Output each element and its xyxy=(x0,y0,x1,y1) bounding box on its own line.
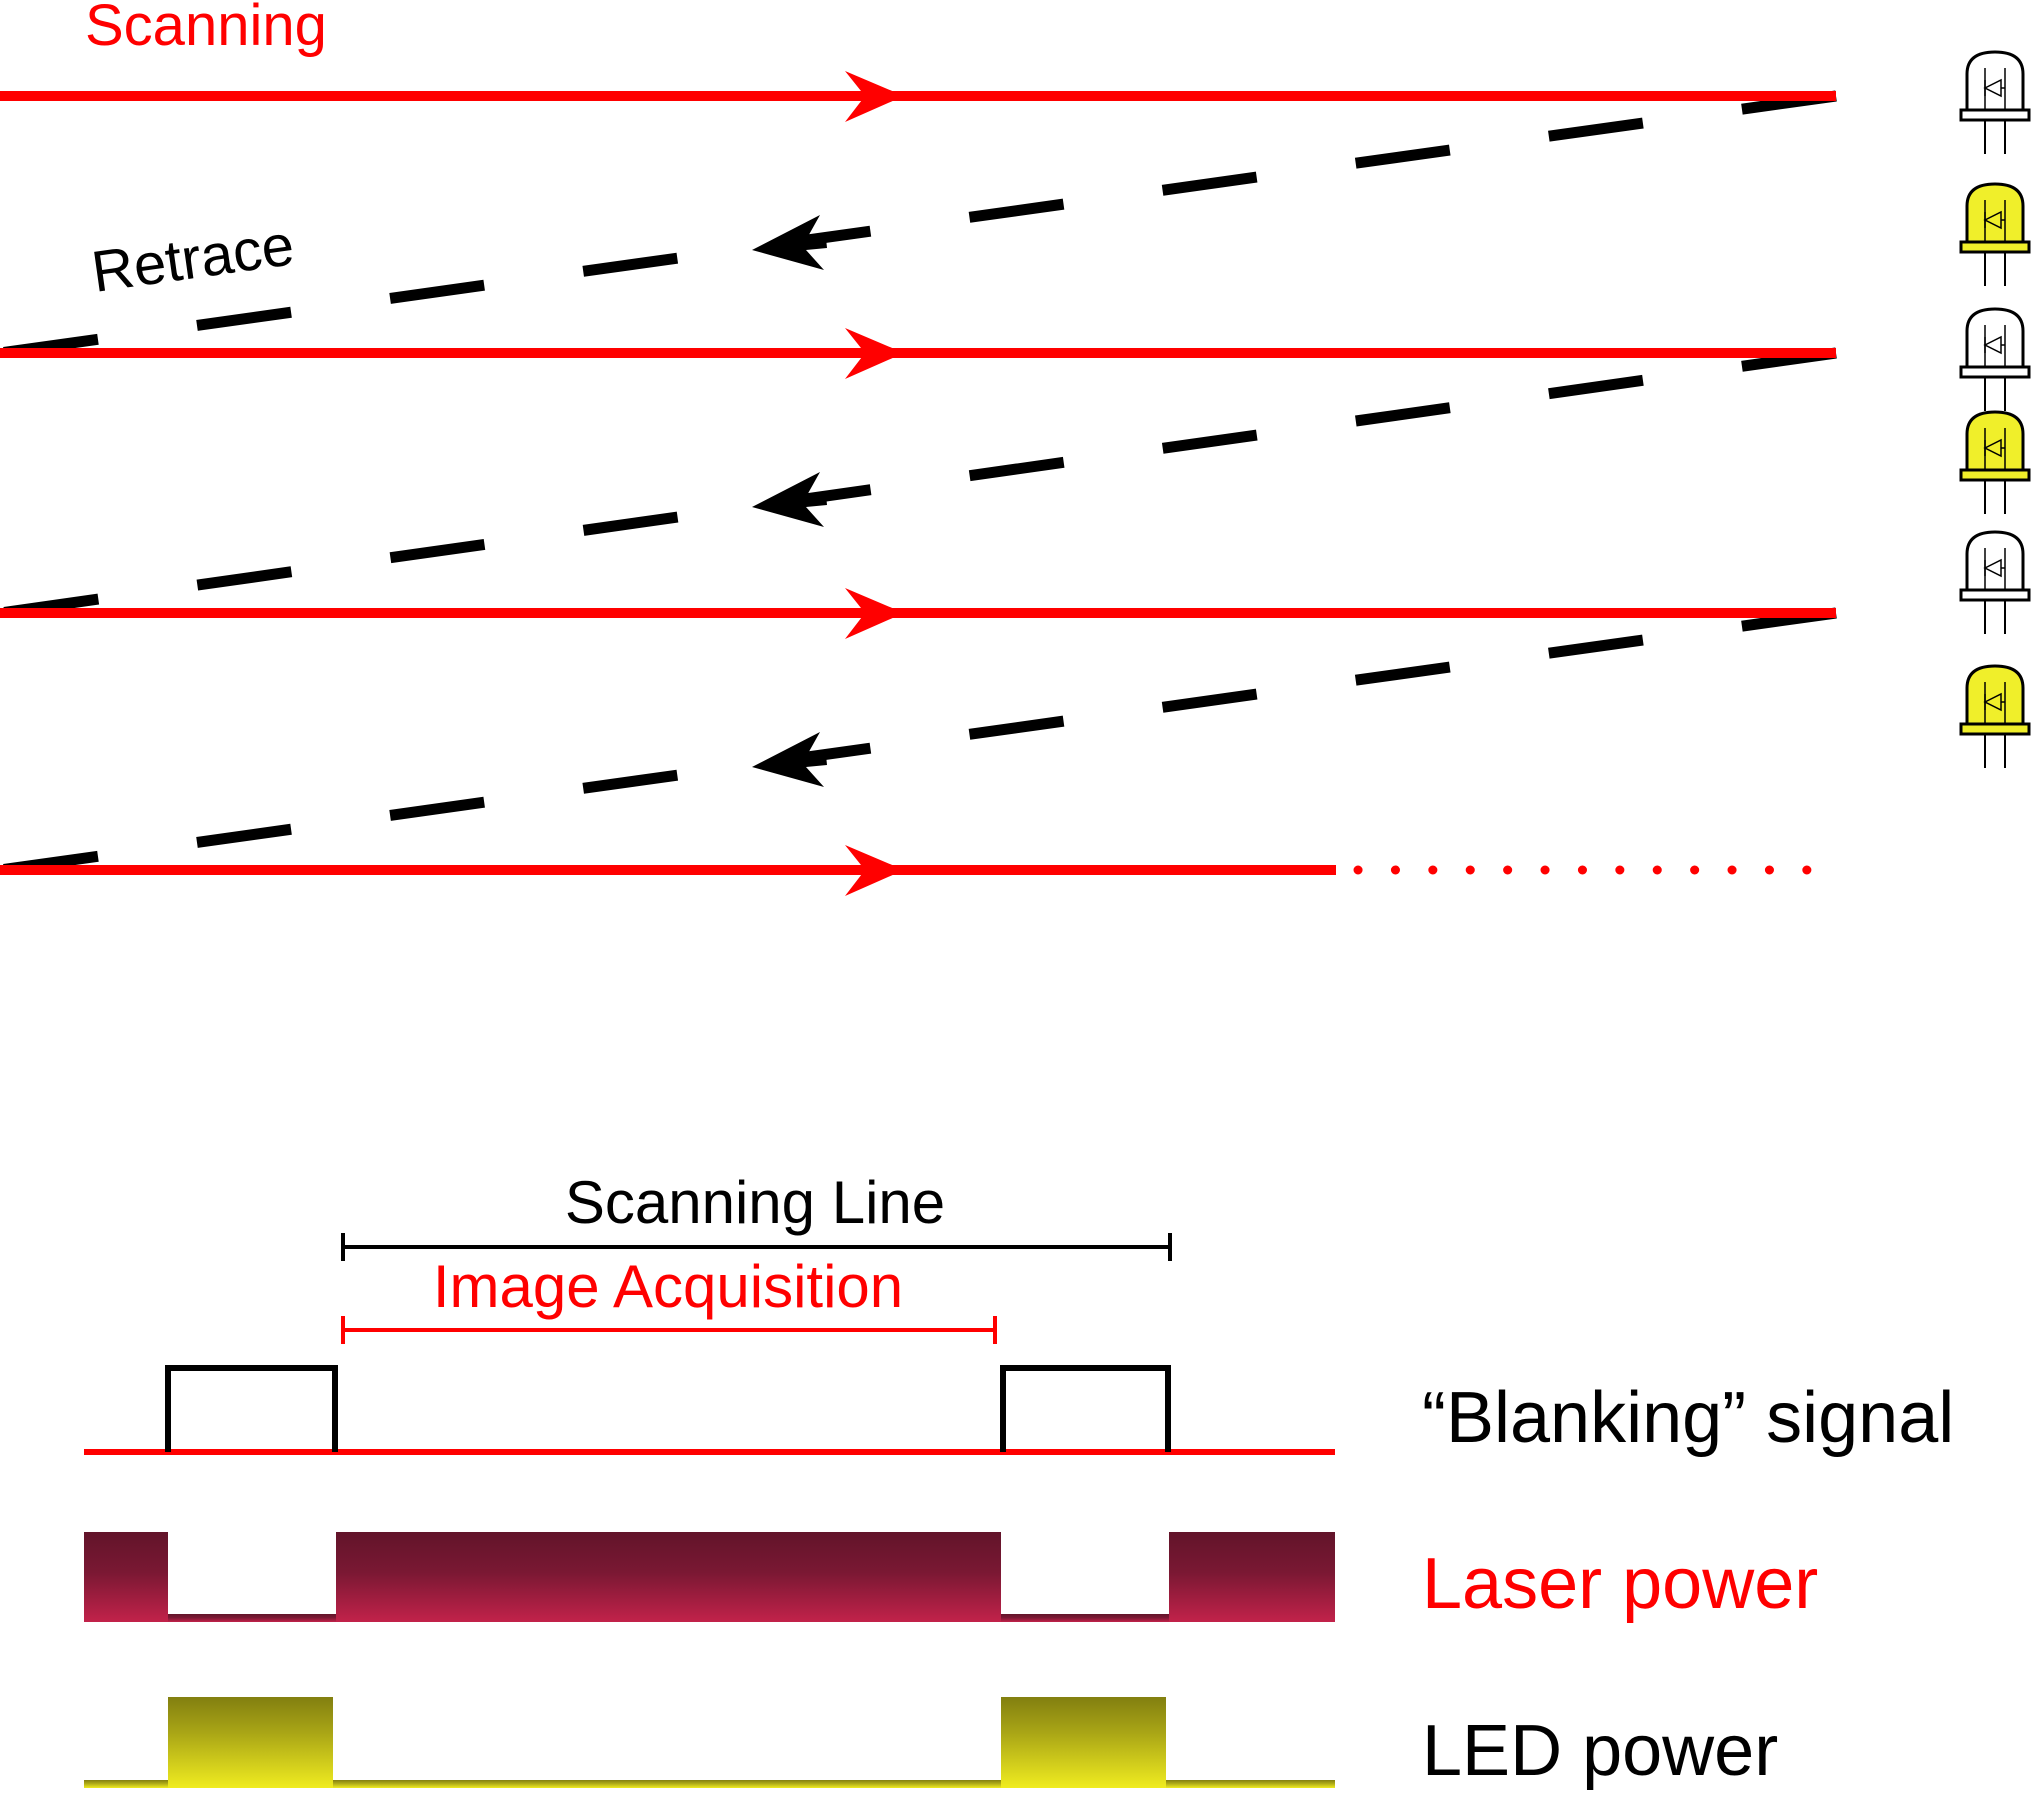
blanking-signal-trace xyxy=(84,1365,1335,1455)
scan-arrow-3 xyxy=(845,588,904,639)
led-icon xyxy=(1959,50,2031,156)
laser-power-label: Laser power xyxy=(1422,1544,1818,1624)
scanning-line-bracket xyxy=(341,1233,1172,1261)
retrace-arrow-1 xyxy=(752,215,827,270)
scan-arrowheads xyxy=(845,71,904,896)
timing-diagram: Scanning Line Image Acquisition “Blankin… xyxy=(84,1169,1954,1791)
led-icon xyxy=(1959,307,2031,413)
image-acquisition-label: Image Acquisition xyxy=(433,1253,903,1320)
led-power-label: LED power xyxy=(1422,1711,1778,1791)
led-icon xyxy=(1959,410,2031,516)
scan-arrow-2 xyxy=(845,328,904,379)
retrace-lines xyxy=(0,90,1837,876)
image-acquisition-bracket xyxy=(341,1316,997,1344)
blanking-pulse-2 xyxy=(1000,1365,1171,1452)
laser-power-trace xyxy=(84,1532,1335,1622)
led-icon xyxy=(1959,182,2031,288)
led-indicators xyxy=(1959,50,2031,770)
led-power-trace xyxy=(84,1697,1335,1788)
retrace-arrow-2 xyxy=(752,472,827,527)
scanning-line-label: Scanning Line xyxy=(565,1169,945,1236)
led-icon xyxy=(1959,664,2031,770)
scanning-label: Scanning xyxy=(85,0,327,58)
retrace-arrowheads xyxy=(752,215,827,787)
retrace-line-3 xyxy=(0,607,1837,876)
led-icon xyxy=(1959,530,2031,636)
scan-arrow-4 xyxy=(845,845,904,896)
scan-arrow-1 xyxy=(845,71,904,122)
retrace-label: Retrace xyxy=(88,212,298,305)
scan-lines xyxy=(0,91,1836,875)
scan-pattern: Scanning Retrace xyxy=(0,0,2031,896)
blanking-signal-label: “Blanking” signal xyxy=(1422,1378,1954,1458)
retrace-line-2 xyxy=(0,347,1837,619)
blanking-pulse-1 xyxy=(165,1365,338,1452)
retrace-arrow-3 xyxy=(752,732,827,787)
